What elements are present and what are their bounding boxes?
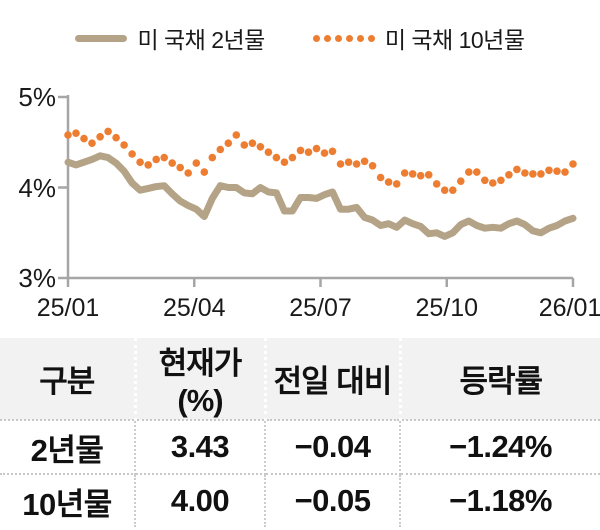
data-dot-10y	[272, 153, 281, 162]
data-dot-10y	[473, 168, 481, 176]
data-dot-10y	[216, 145, 225, 154]
data-dot-10y	[232, 131, 241, 139]
data-dot-10y	[128, 150, 136, 158]
data-dot-10y	[569, 160, 577, 168]
data-dot-10y	[120, 141, 128, 149]
cell-10y-pct: −1.18%	[448, 483, 553, 518]
data-dot-10y	[296, 146, 305, 155]
data-dot-10y	[344, 158, 353, 166]
data-dot-10y	[168, 159, 176, 167]
legend-10y-dots-icon	[312, 34, 375, 42]
data-dot-10y	[240, 141, 249, 149]
data-dot-10y	[497, 176, 505, 185]
data-dot-10y	[152, 155, 160, 164]
data-dot-10y	[368, 162, 377, 170]
cell-2y-price: 3.43	[135, 420, 266, 475]
data-dot-10y	[248, 139, 257, 147]
data-dot-10y	[384, 178, 393, 186]
data-dot-10y	[288, 153, 297, 162]
x-label-2501: 25/01	[37, 294, 100, 322]
data-dot-10y	[537, 170, 545, 178]
data-dot-10y	[376, 173, 385, 182]
data-dot-10y	[416, 171, 425, 180]
data-dot-10y	[352, 160, 361, 168]
table-row-10y: 10년물 4.00 −0.05 −1.18%	[0, 474, 600, 527]
cell-10y-label: 10년물	[0, 474, 136, 527]
y-label-4pct: 4%	[18, 173, 56, 203]
data-dot-10y	[184, 169, 192, 177]
data-dot-10y	[360, 157, 369, 166]
data-dot-10y	[112, 133, 120, 142]
data-dot-10y	[192, 159, 201, 167]
data-dot-10y	[264, 148, 273, 156]
data-dot-10y	[312, 144, 321, 153]
y-label-5pct: 5%	[18, 82, 56, 112]
data-dot-10y	[160, 153, 168, 162]
data-dot-10y	[176, 163, 184, 172]
data-dot-10y	[553, 167, 561, 175]
cell-2y-label: 2년물	[0, 420, 136, 475]
data-dot-10y	[144, 161, 152, 169]
x-label-2507: 25/07	[289, 294, 352, 322]
data-dot-10y	[545, 166, 553, 175]
data-dot-10y	[529, 170, 537, 178]
x-label-2510: 25/10	[415, 294, 478, 322]
data-dot-10y	[505, 171, 513, 179]
series-2y-line	[64, 152, 577, 240]
data-dot-10y	[440, 186, 449, 194]
table-row-2y: 2년물 3.43 −0.04 −1.24%	[0, 420, 600, 475]
cell-2y-change: −0.04	[265, 420, 401, 475]
data-dot-10y	[457, 177, 465, 185]
data-dot-10y	[465, 168, 473, 176]
rates-table: 구분 현재가(%) 전일 대비 등락률 2년물 3.43 −0.04 −1.24…	[0, 338, 600, 527]
y-label-3pct: 3%	[18, 263, 56, 293]
x-label-2504: 25/04	[163, 294, 226, 322]
data-dot-10y	[200, 168, 209, 176]
data-dot-10y	[521, 169, 529, 177]
data-dot-10y	[481, 176, 489, 185]
chart-legend: 미 국채 2년물 미 국채 10년물	[0, 26, 600, 53]
data-dot-10y	[304, 148, 313, 156]
cell-10y-change: −0.05	[265, 474, 401, 527]
data-dot-10y	[224, 139, 233, 147]
data-dot-10y	[489, 179, 497, 187]
data-dot-10y	[64, 131, 72, 139]
data-dot-10y	[280, 158, 289, 166]
data-dot-10y	[408, 170, 417, 178]
data-dot-10y	[88, 139, 96, 147]
chart-svg: 5% 4% 3% 25/01 25/04 25/07 25/10 26/01	[18, 82, 600, 322]
data-dot-10y	[432, 180, 441, 188]
data-dot-10y	[80, 134, 88, 143]
data-dot-10y	[424, 171, 433, 179]
data-dot-10y	[136, 158, 144, 166]
x-label-2601: 26/01	[539, 294, 600, 322]
data-dot-10y	[392, 180, 401, 188]
series-10y-dots	[64, 127, 577, 194]
header-price: 현재가(%)	[135, 338, 267, 421]
cell-10y-price: 4.00	[135, 474, 266, 527]
data-dot-10y	[400, 169, 409, 177]
data-dot-10y	[328, 147, 337, 156]
legend-2y-line-icon	[75, 34, 128, 42]
data-dot-10y	[561, 168, 569, 176]
header-pct: 등락률	[400, 338, 600, 421]
data-dot-10y	[256, 143, 265, 151]
data-dot-10y	[104, 127, 112, 136]
header-gubun: 구분	[0, 338, 137, 421]
data-dot-10y	[513, 165, 521, 174]
data-dot-10y	[449, 186, 457, 194]
legend-2y-label: 미 국채 2년물	[137, 27, 265, 53]
cell-2y-pct: −1.24%	[400, 420, 600, 475]
header-change: 전일 대비	[265, 338, 402, 421]
data-dot-10y	[320, 149, 329, 157]
data-dot-10y	[208, 153, 217, 162]
table-header-row: 구분 현재가(%) 전일 대비 등락률	[0, 338, 600, 421]
legend-10y-label: 미 국채 10년물	[384, 27, 525, 53]
data-dot-10y	[96, 133, 104, 141]
data-dot-10y	[336, 160, 345, 168]
data-dot-10y	[72, 129, 80, 137]
